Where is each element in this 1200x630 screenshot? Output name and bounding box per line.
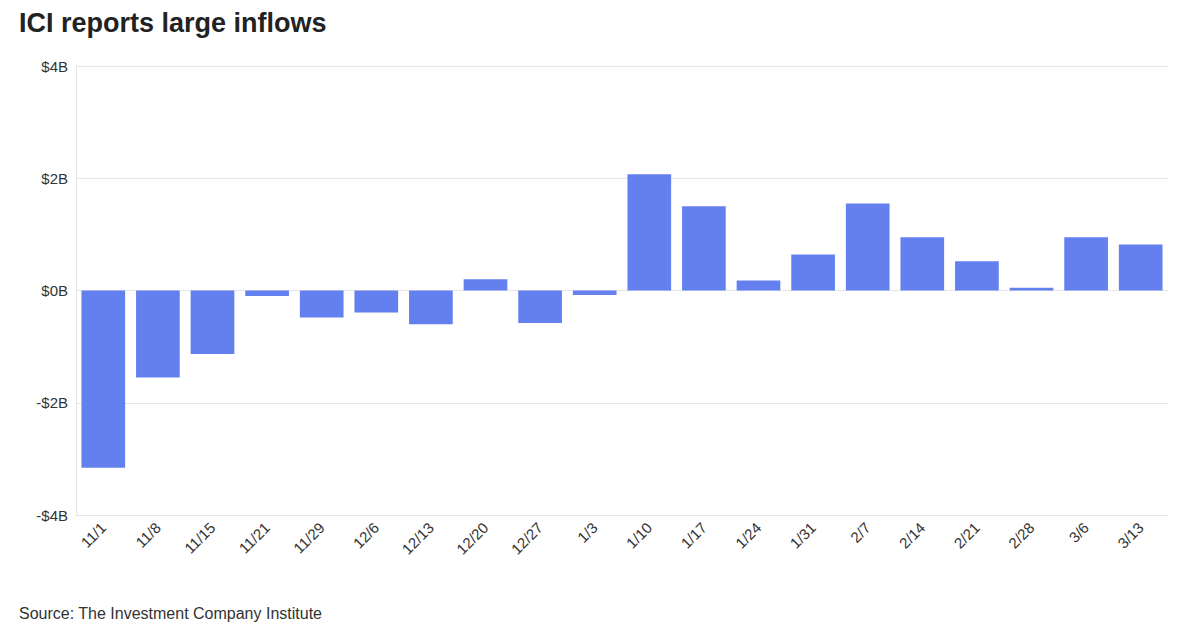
svg-text:2/7: 2/7 bbox=[847, 519, 874, 546]
svg-text:11/8: 11/8 bbox=[132, 519, 164, 551]
svg-text:$2B: $2B bbox=[41, 170, 68, 187]
svg-text:12/20: 12/20 bbox=[453, 519, 492, 558]
svg-text:12/13: 12/13 bbox=[398, 519, 437, 558]
svg-text:Source: The Investment Company: Source: The Investment Company Institute bbox=[19, 605, 322, 622]
svg-text:11/29: 11/29 bbox=[290, 519, 328, 557]
svg-text:1/24: 1/24 bbox=[732, 519, 765, 552]
svg-text:12/6: 12/6 bbox=[350, 519, 383, 552]
svg-text:3/6: 3/6 bbox=[1065, 519, 1092, 546]
svg-text:11/15: 11/15 bbox=[181, 519, 219, 557]
svg-text:3/13: 3/13 bbox=[1114, 519, 1147, 552]
svg-text:1/17: 1/17 bbox=[677, 519, 710, 552]
svg-text:2/21: 2/21 bbox=[950, 519, 983, 552]
svg-text:12/27: 12/27 bbox=[508, 519, 547, 558]
svg-text:$0B: $0B bbox=[41, 282, 68, 299]
svg-text:11/1: 11/1 bbox=[77, 519, 109, 551]
svg-text:2/28: 2/28 bbox=[1005, 519, 1038, 552]
svg-text:1/3: 1/3 bbox=[574, 519, 601, 546]
svg-text:$4B: $4B bbox=[41, 58, 68, 75]
svg-text:1/10: 1/10 bbox=[623, 519, 656, 552]
svg-text:-$4B: -$4B bbox=[36, 507, 68, 524]
svg-text:1/31: 1/31 bbox=[786, 519, 819, 552]
svg-text:2/14: 2/14 bbox=[896, 519, 929, 552]
svg-text:ICI reports large inflows: ICI reports large inflows bbox=[19, 8, 327, 38]
svg-text:-$2B: -$2B bbox=[36, 394, 68, 411]
svg-text:11/21: 11/21 bbox=[235, 519, 273, 557]
